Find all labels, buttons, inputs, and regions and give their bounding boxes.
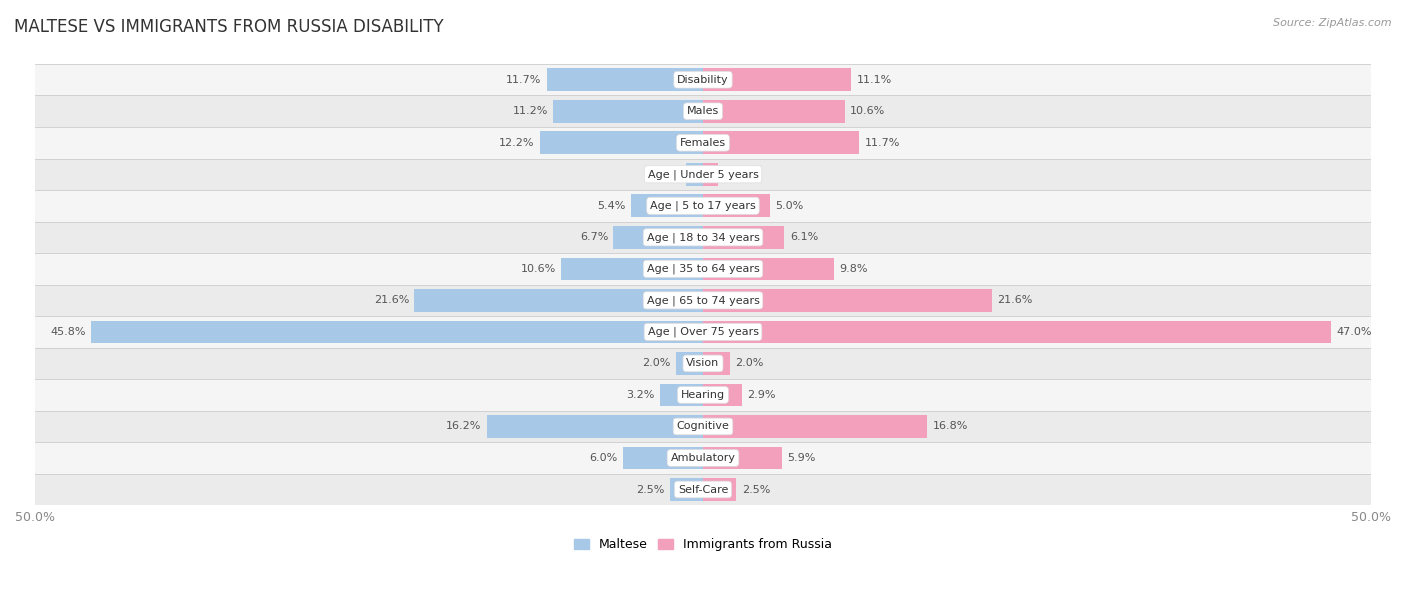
Bar xyxy=(703,69,851,91)
Text: 2.5%: 2.5% xyxy=(742,485,770,494)
FancyBboxPatch shape xyxy=(35,442,1371,474)
Text: Disability: Disability xyxy=(678,75,728,84)
Text: 10.6%: 10.6% xyxy=(520,264,555,274)
Text: 11.2%: 11.2% xyxy=(513,106,548,116)
Bar xyxy=(703,195,770,217)
Text: 47.0%: 47.0% xyxy=(1336,327,1372,337)
FancyBboxPatch shape xyxy=(35,253,1371,285)
Text: Hearing: Hearing xyxy=(681,390,725,400)
Text: 16.8%: 16.8% xyxy=(932,422,969,431)
FancyBboxPatch shape xyxy=(35,316,1371,348)
Text: Ambulatory: Ambulatory xyxy=(671,453,735,463)
Bar xyxy=(703,321,1331,343)
FancyBboxPatch shape xyxy=(35,379,1371,411)
Text: 6.0%: 6.0% xyxy=(589,453,617,463)
Text: 3.2%: 3.2% xyxy=(627,390,655,400)
Bar xyxy=(669,478,703,501)
Bar xyxy=(703,132,859,154)
Bar xyxy=(547,69,703,91)
Text: 10.6%: 10.6% xyxy=(851,106,886,116)
FancyBboxPatch shape xyxy=(35,190,1371,222)
Bar xyxy=(676,352,703,375)
Bar xyxy=(703,478,737,501)
Text: Age | 5 to 17 years: Age | 5 to 17 years xyxy=(650,201,756,211)
Bar xyxy=(661,384,703,406)
FancyBboxPatch shape xyxy=(35,285,1371,316)
Text: 12.2%: 12.2% xyxy=(499,138,534,147)
Text: 11.1%: 11.1% xyxy=(856,75,891,84)
Text: 45.8%: 45.8% xyxy=(51,327,86,337)
Bar xyxy=(703,447,782,469)
Text: 1.1%: 1.1% xyxy=(723,170,751,179)
Bar xyxy=(415,289,703,312)
Text: 2.5%: 2.5% xyxy=(636,485,664,494)
FancyBboxPatch shape xyxy=(35,411,1371,442)
Bar xyxy=(703,163,717,185)
Bar xyxy=(91,321,703,343)
Text: 16.2%: 16.2% xyxy=(446,422,481,431)
Bar xyxy=(703,352,730,375)
Text: 5.9%: 5.9% xyxy=(787,453,815,463)
Text: Age | Over 75 years: Age | Over 75 years xyxy=(648,327,758,337)
Text: 2.9%: 2.9% xyxy=(747,390,776,400)
Text: Cognitive: Cognitive xyxy=(676,422,730,431)
Text: 9.8%: 9.8% xyxy=(839,264,868,274)
Text: 2.0%: 2.0% xyxy=(735,359,763,368)
Text: 11.7%: 11.7% xyxy=(506,75,541,84)
Text: Age | 35 to 64 years: Age | 35 to 64 years xyxy=(647,264,759,274)
Text: MALTESE VS IMMIGRANTS FROM RUSSIA DISABILITY: MALTESE VS IMMIGRANTS FROM RUSSIA DISABI… xyxy=(14,18,444,36)
Bar xyxy=(540,132,703,154)
Text: Males: Males xyxy=(688,106,718,116)
Text: Source: ZipAtlas.com: Source: ZipAtlas.com xyxy=(1274,18,1392,28)
Text: 21.6%: 21.6% xyxy=(374,296,409,305)
FancyBboxPatch shape xyxy=(35,64,1371,95)
FancyBboxPatch shape xyxy=(35,222,1371,253)
Text: Self-Care: Self-Care xyxy=(678,485,728,494)
Bar xyxy=(703,384,742,406)
Text: Age | 18 to 34 years: Age | 18 to 34 years xyxy=(647,232,759,242)
Bar xyxy=(486,415,703,438)
Bar xyxy=(686,163,703,185)
Bar xyxy=(703,258,834,280)
FancyBboxPatch shape xyxy=(35,95,1371,127)
Text: Vision: Vision xyxy=(686,359,720,368)
Text: 6.7%: 6.7% xyxy=(579,233,609,242)
Bar xyxy=(561,258,703,280)
FancyBboxPatch shape xyxy=(35,127,1371,159)
Text: 1.3%: 1.3% xyxy=(652,170,681,179)
Text: 21.6%: 21.6% xyxy=(997,296,1032,305)
Bar xyxy=(703,289,991,312)
Text: 6.1%: 6.1% xyxy=(790,233,818,242)
Text: Age | 65 to 74 years: Age | 65 to 74 years xyxy=(647,295,759,305)
Text: 5.0%: 5.0% xyxy=(775,201,803,211)
FancyBboxPatch shape xyxy=(35,348,1371,379)
Text: 11.7%: 11.7% xyxy=(865,138,900,147)
Bar xyxy=(703,226,785,248)
FancyBboxPatch shape xyxy=(35,159,1371,190)
Bar xyxy=(623,447,703,469)
Bar xyxy=(703,100,845,122)
Text: Females: Females xyxy=(681,138,725,147)
Bar xyxy=(554,100,703,122)
Legend: Maltese, Immigrants from Russia: Maltese, Immigrants from Russia xyxy=(569,534,837,556)
Bar xyxy=(703,415,928,438)
FancyBboxPatch shape xyxy=(35,474,1371,506)
Bar xyxy=(631,195,703,217)
Bar xyxy=(613,226,703,248)
Text: 2.0%: 2.0% xyxy=(643,359,671,368)
Text: 5.4%: 5.4% xyxy=(598,201,626,211)
Text: Age | Under 5 years: Age | Under 5 years xyxy=(648,169,758,179)
